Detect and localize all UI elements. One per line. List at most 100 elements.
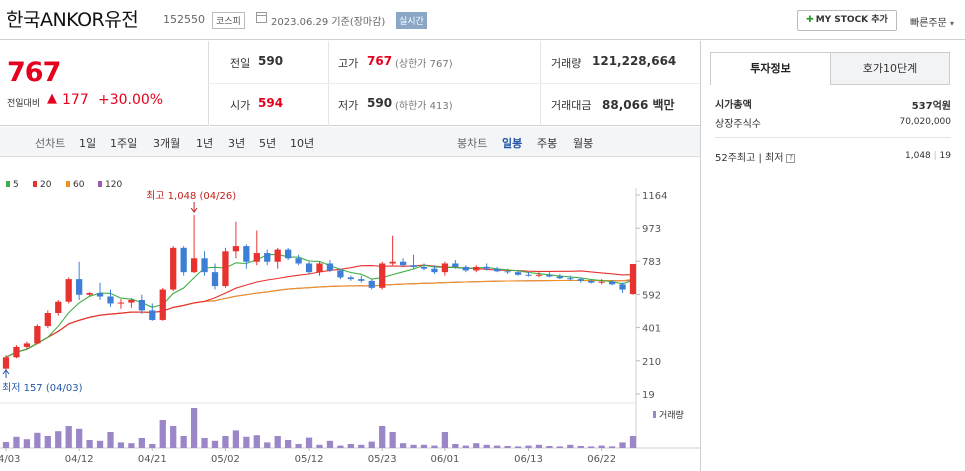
candle-weekly[interactable]: 주봉	[537, 137, 558, 150]
period-5y[interactable]: 5년	[259, 137, 277, 150]
candle-body	[504, 271, 511, 273]
volume-bar	[379, 426, 386, 448]
x-tick-label: 06/01	[430, 454, 459, 465]
candle-body	[598, 281, 605, 283]
candle-body	[347, 277, 354, 280]
x-tick-label: 06/22	[587, 454, 616, 465]
candle-body	[44, 313, 51, 327]
candle-body	[285, 249, 292, 259]
candle-body	[305, 263, 313, 273]
candle-body	[337, 270, 344, 278]
candle-body	[389, 261, 396, 264]
x-tick-label: 05/12	[295, 454, 324, 465]
volume-bar	[337, 445, 344, 448]
legend-swatch	[33, 181, 37, 187]
candle-body	[431, 268, 438, 273]
volume-bar	[232, 430, 240, 448]
candle-body	[264, 253, 271, 262]
period-10y[interactable]: 10년	[290, 137, 315, 150]
volume-bar	[159, 420, 166, 448]
tab-invest-info[interactable]: 투자정보	[710, 52, 831, 85]
stock-name: 한국ANKOR유전	[6, 9, 139, 31]
volume-bar	[65, 426, 72, 448]
volume-bar	[2, 442, 10, 448]
divider	[210, 83, 700, 84]
candle-body	[420, 266, 428, 269]
candle-body	[76, 279, 83, 295]
ma-line-20	[5, 264, 634, 358]
tab-orderbook-10[interactable]: 호가10단계	[830, 52, 950, 85]
period-3y[interactable]: 3년	[228, 137, 246, 150]
volume-legend-swatch	[653, 411, 656, 418]
candle-body	[608, 281, 616, 285]
volume-bar	[76, 428, 83, 448]
period-toolbar: 선차트 1일 1주일 3개월 1년 3년 5년 10년 봉차트 일봉 주봉 월봉	[0, 127, 700, 157]
candle-daily[interactable]: 일봉	[502, 137, 523, 150]
volume-bar	[525, 445, 532, 448]
x-tick-label: 04/03	[0, 454, 20, 465]
current-price: 767	[7, 57, 61, 88]
candle-body	[96, 293, 104, 297]
legend-label: 5	[13, 180, 19, 190]
candle-body	[514, 272, 522, 275]
volume-bar	[149, 444, 156, 448]
prev-label: 전일	[230, 57, 251, 70]
y-tick-label: 1164	[642, 191, 667, 202]
y-tick-label: 19	[642, 390, 655, 401]
volume-bar	[138, 438, 145, 448]
volume-bar	[253, 435, 260, 448]
candle-body	[232, 246, 240, 252]
divider	[700, 41, 701, 471]
volume-bar	[358, 444, 365, 448]
volume-bar	[629, 436, 637, 448]
volume-bar	[55, 431, 62, 448]
candle-body	[358, 279, 365, 281]
quick-order-dropdown[interactable]: 빠른주문 ▾	[910, 14, 954, 29]
candle-body	[326, 263, 334, 271]
period-1y[interactable]: 1년	[196, 137, 214, 150]
x-tick-label: 05/02	[211, 454, 240, 465]
volume-bar	[567, 444, 574, 448]
candle-body	[149, 310, 156, 320]
legend-swatch	[66, 181, 70, 187]
week52-high: 1,048	[905, 151, 931, 161]
volume-bar	[598, 445, 605, 448]
change-percent: +30.00%	[98, 92, 164, 108]
period-1d[interactable]: 1일	[79, 137, 97, 150]
period-3m[interactable]: 3개월	[153, 137, 181, 150]
x-tick-label: 04/12	[65, 454, 94, 465]
low-annotation: 최저 157 (04/03)	[2, 382, 83, 394]
volume-bar	[107, 432, 114, 448]
volume-bar	[222, 436, 229, 448]
candle-body	[410, 265, 417, 267]
realtime-button[interactable]: 실시간	[396, 12, 427, 29]
volume-legend-label: 거래량	[659, 409, 684, 421]
volume-bar	[462, 445, 469, 448]
shares-row: 상장주식수 70,020,000	[715, 115, 951, 130]
volume-bar	[452, 444, 459, 448]
amount-value: 88,066 백만	[602, 98, 675, 112]
candle-body	[243, 246, 250, 262]
help-icon[interactable]: ?	[786, 153, 796, 163]
volume-bar	[128, 443, 135, 448]
candle-body	[211, 272, 219, 287]
candle-body	[452, 263, 459, 267]
market-cap-label: 시가총액	[715, 100, 752, 111]
market-cap-row: 시가총액 537억원	[715, 96, 951, 112]
candle-body	[483, 266, 490, 269]
candle-monthly[interactable]: 월봉	[573, 137, 594, 150]
y-tick-label: 592	[642, 290, 661, 301]
candle-body	[525, 274, 532, 276]
quote-table: 전일 590 고가 767 (상한가 767) 거래량 121,228,664 …	[210, 41, 700, 126]
period-1w[interactable]: 1주일	[110, 137, 138, 150]
legend-swatch	[98, 181, 102, 187]
price-summary: 767 전일대비 ▲ 177 +30.00%	[0, 41, 209, 126]
candle-body	[546, 274, 553, 277]
prev-value: 590	[258, 54, 284, 68]
my-stock-add-button[interactable]: ✚ MY STOCK 추가	[797, 10, 897, 31]
shares-label: 상장주식수	[715, 119, 761, 130]
volume-bar	[535, 444, 543, 448]
volume-bar	[96, 440, 104, 448]
candle-body	[316, 263, 323, 273]
stock-header: 한국ANKOR유전 152550 코스피 2023.06.29 기준(장마감) …	[0, 0, 965, 40]
